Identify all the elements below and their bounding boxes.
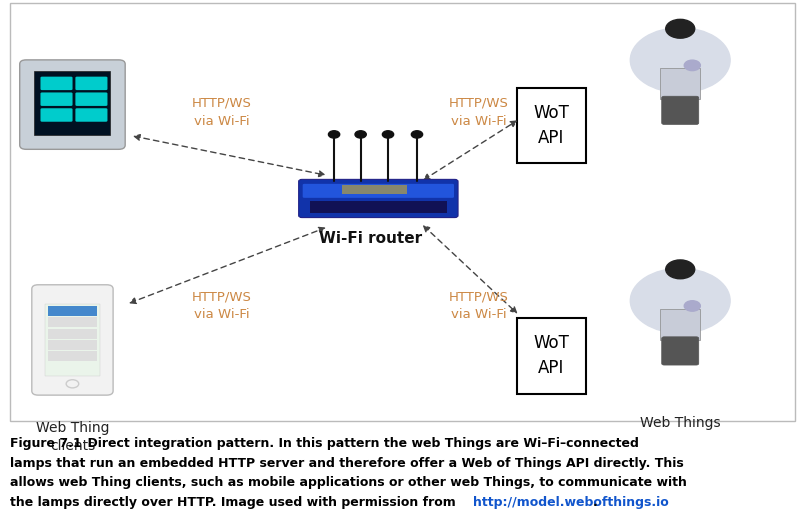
Text: WoT
API: WoT API: [534, 104, 569, 147]
FancyBboxPatch shape: [19, 60, 126, 150]
FancyBboxPatch shape: [303, 184, 454, 198]
Circle shape: [630, 268, 730, 333]
FancyBboxPatch shape: [35, 71, 110, 134]
Text: Direct integration pattern. In this pattern the web Things are Wi–Fi–connected: Direct integration pattern. In this patt…: [70, 437, 639, 450]
FancyBboxPatch shape: [660, 68, 700, 99]
FancyBboxPatch shape: [518, 318, 586, 394]
Circle shape: [630, 28, 730, 93]
FancyBboxPatch shape: [47, 351, 97, 361]
FancyBboxPatch shape: [660, 309, 700, 340]
Bar: [10, 3, 795, 421]
FancyBboxPatch shape: [76, 93, 107, 106]
Circle shape: [355, 131, 366, 138]
Circle shape: [684, 60, 700, 71]
Text: HTTP/WS
via Wi-Fi: HTTP/WS via Wi-Fi: [449, 290, 509, 322]
Text: WoT
API: WoT API: [534, 334, 569, 377]
FancyBboxPatch shape: [342, 185, 407, 195]
Text: Web Things: Web Things: [640, 416, 720, 430]
Text: Figure 7.1: Figure 7.1: [10, 437, 81, 450]
Text: .: .: [592, 496, 597, 509]
FancyBboxPatch shape: [45, 304, 100, 376]
Text: allows web Thing clients, such as mobile applications or other web Things, to co: allows web Thing clients, such as mobile…: [10, 476, 687, 490]
Circle shape: [411, 131, 423, 138]
Text: Web Thing
clients: Web Thing clients: [35, 421, 109, 453]
FancyBboxPatch shape: [662, 96, 699, 124]
FancyBboxPatch shape: [518, 87, 586, 163]
Text: HTTP/WS
via Wi-Fi: HTTP/WS via Wi-Fi: [192, 290, 251, 322]
Circle shape: [666, 260, 695, 279]
FancyBboxPatch shape: [299, 179, 458, 218]
FancyBboxPatch shape: [47, 305, 97, 316]
Circle shape: [328, 131, 340, 138]
FancyBboxPatch shape: [31, 285, 113, 395]
Text: Wi-Fi router: Wi-Fi router: [319, 231, 422, 246]
Text: http://model.webofthings.io: http://model.webofthings.io: [473, 496, 669, 509]
FancyBboxPatch shape: [40, 77, 72, 90]
FancyBboxPatch shape: [76, 77, 107, 90]
FancyBboxPatch shape: [47, 317, 97, 327]
Circle shape: [684, 301, 700, 311]
FancyBboxPatch shape: [40, 108, 72, 122]
FancyBboxPatch shape: [310, 201, 447, 213]
FancyBboxPatch shape: [40, 93, 72, 106]
Text: the lamps directly over HTTP. Image used with permission from: the lamps directly over HTTP. Image used…: [10, 496, 460, 509]
FancyBboxPatch shape: [47, 340, 97, 350]
Text: HTTP/WS
via Wi-Fi: HTTP/WS via Wi-Fi: [449, 97, 509, 128]
Text: lamps that run an embedded HTTP server and therefore offer a Web of Things API d: lamps that run an embedded HTTP server a…: [10, 457, 683, 470]
Circle shape: [382, 131, 394, 138]
FancyBboxPatch shape: [47, 328, 97, 338]
Circle shape: [666, 19, 695, 38]
Text: HTTP/WS
via Wi-Fi: HTTP/WS via Wi-Fi: [192, 97, 251, 128]
FancyBboxPatch shape: [662, 337, 699, 365]
FancyBboxPatch shape: [76, 108, 107, 122]
